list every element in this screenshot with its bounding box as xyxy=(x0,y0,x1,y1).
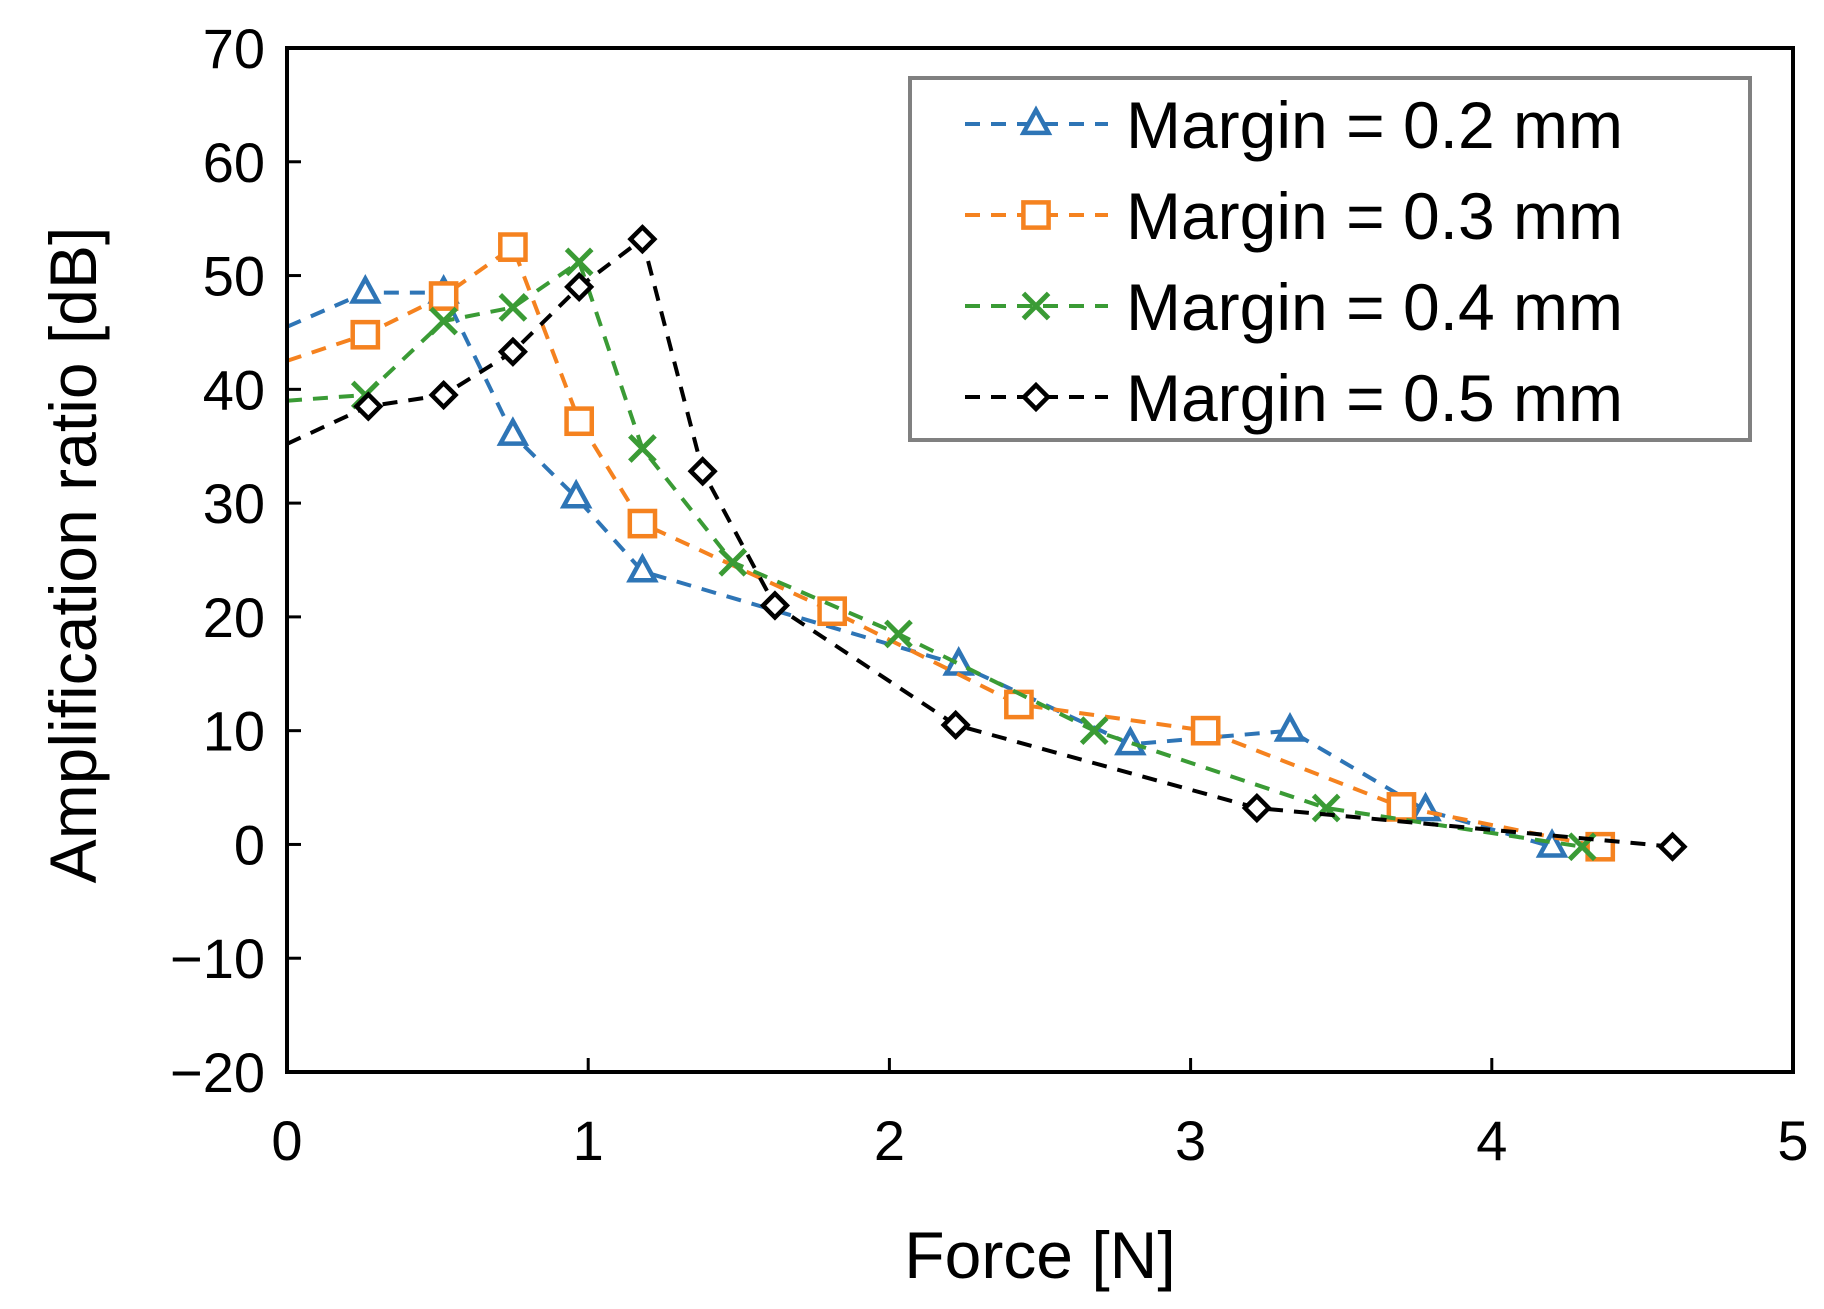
y-tick-label: 20 xyxy=(203,586,265,649)
legend-swatch-marker xyxy=(1021,200,1051,230)
x-tick-label: 1 xyxy=(573,1109,604,1172)
data-point-s4-5 xyxy=(627,224,658,255)
y-tick-label: 50 xyxy=(203,245,265,308)
data-point-s3-7 xyxy=(884,619,913,649)
data-point-s1-8 xyxy=(1273,712,1307,742)
data-point-s1-3 xyxy=(496,416,530,446)
data-point-s2-1 xyxy=(350,319,381,350)
legend-swatch-marker xyxy=(1020,381,1052,413)
legend-swatch-marker xyxy=(1019,105,1053,136)
legend-item-2: Margin = 0.3 mm xyxy=(965,179,1623,253)
y-tick-label: 60 xyxy=(203,131,265,194)
legend-item-1: Margin = 0.2 mm xyxy=(965,88,1623,162)
legend-swatch-marker xyxy=(1021,291,1051,321)
legend-item-4: Margin = 0.5 mm xyxy=(965,361,1623,435)
legend: Margin = 0.2 mm Margin = 0.3 mm Margin = 0… xyxy=(908,76,1752,442)
data-point-s4-8 xyxy=(940,709,971,741)
y-tick-label: 30 xyxy=(203,472,265,535)
series-1 xyxy=(287,273,1569,858)
plot-area-frame xyxy=(285,46,1795,1074)
data-point-s2-8 xyxy=(1190,715,1221,746)
data-point-s4-9 xyxy=(1241,792,1272,824)
y-tick-label: 10 xyxy=(203,700,265,763)
data-point-s1-7 xyxy=(1114,725,1147,756)
series-line-2 xyxy=(287,243,1601,849)
data-point-s3-8 xyxy=(1079,716,1109,746)
data-point-s4-3 xyxy=(497,336,528,367)
legend-item-3: Margin = 0.4 mm xyxy=(965,270,1623,344)
data-point-s1-5 xyxy=(626,552,659,583)
data-point-s2-2 xyxy=(428,281,459,311)
data-point-s4-10 xyxy=(1657,831,1688,862)
data-point-s2-4 xyxy=(564,406,595,437)
data-point-s3-3 xyxy=(498,293,528,322)
data-point-s1-10 xyxy=(1535,828,1569,858)
data-point-s2-6 xyxy=(817,596,848,627)
data-point-s1-9 xyxy=(1409,791,1442,822)
data-point-s4-4 xyxy=(564,271,595,303)
data-point-s2-5 xyxy=(627,508,658,539)
y-tick-label: 70 xyxy=(203,17,265,80)
x-tick-label: 3 xyxy=(1175,1109,1206,1172)
axes-layer: 0 1 2 3 4 5 −20 −10 0 10 20 30 40 50 60 70 Force [N] Ampl… xyxy=(36,17,1809,1292)
data-point-s2-9 xyxy=(1386,792,1417,822)
y-tick-label: 40 xyxy=(203,358,265,421)
y-axis-title: Amplification ratio [dB] xyxy=(36,227,110,884)
series-line-1 xyxy=(287,290,1553,849)
legend-label: Margin = 0.5 mm xyxy=(1126,361,1623,435)
legend-label: Margin = 0.3 mm xyxy=(1126,179,1623,253)
legend-box xyxy=(908,76,1752,442)
y-tick-label: −20 xyxy=(170,1041,265,1104)
data-point-s4-7 xyxy=(759,590,791,621)
y-tick-label: −10 xyxy=(170,927,265,990)
x-axis-title: Force [N] xyxy=(904,1218,1175,1292)
data-point-s4-2 xyxy=(428,379,459,411)
x-tick-label: 5 xyxy=(1777,1109,1808,1172)
data-point-s1-4 xyxy=(559,478,593,509)
data-point-s1-1 xyxy=(349,273,382,304)
data-point-s4-6 xyxy=(687,456,718,487)
legend-label: Margin = 0.4 mm xyxy=(1126,270,1623,344)
series-4 xyxy=(287,224,1688,862)
x-tick-label: 0 xyxy=(271,1109,302,1172)
data-point-s3-5 xyxy=(628,434,657,463)
data-point-s2-3 xyxy=(498,232,528,262)
y-tick-label: 0 xyxy=(234,813,265,876)
legend-label: Margin = 0.2 mm xyxy=(1126,88,1623,162)
series-layer xyxy=(287,224,1688,862)
data-point-s3-6 xyxy=(718,547,748,577)
data-point-s3-4 xyxy=(564,247,594,277)
x-tick-label: 4 xyxy=(1476,1109,1507,1172)
data-point-s4-1 xyxy=(353,391,384,422)
data-point-s3-2 xyxy=(429,306,458,336)
x-tick-label: 2 xyxy=(874,1109,905,1172)
